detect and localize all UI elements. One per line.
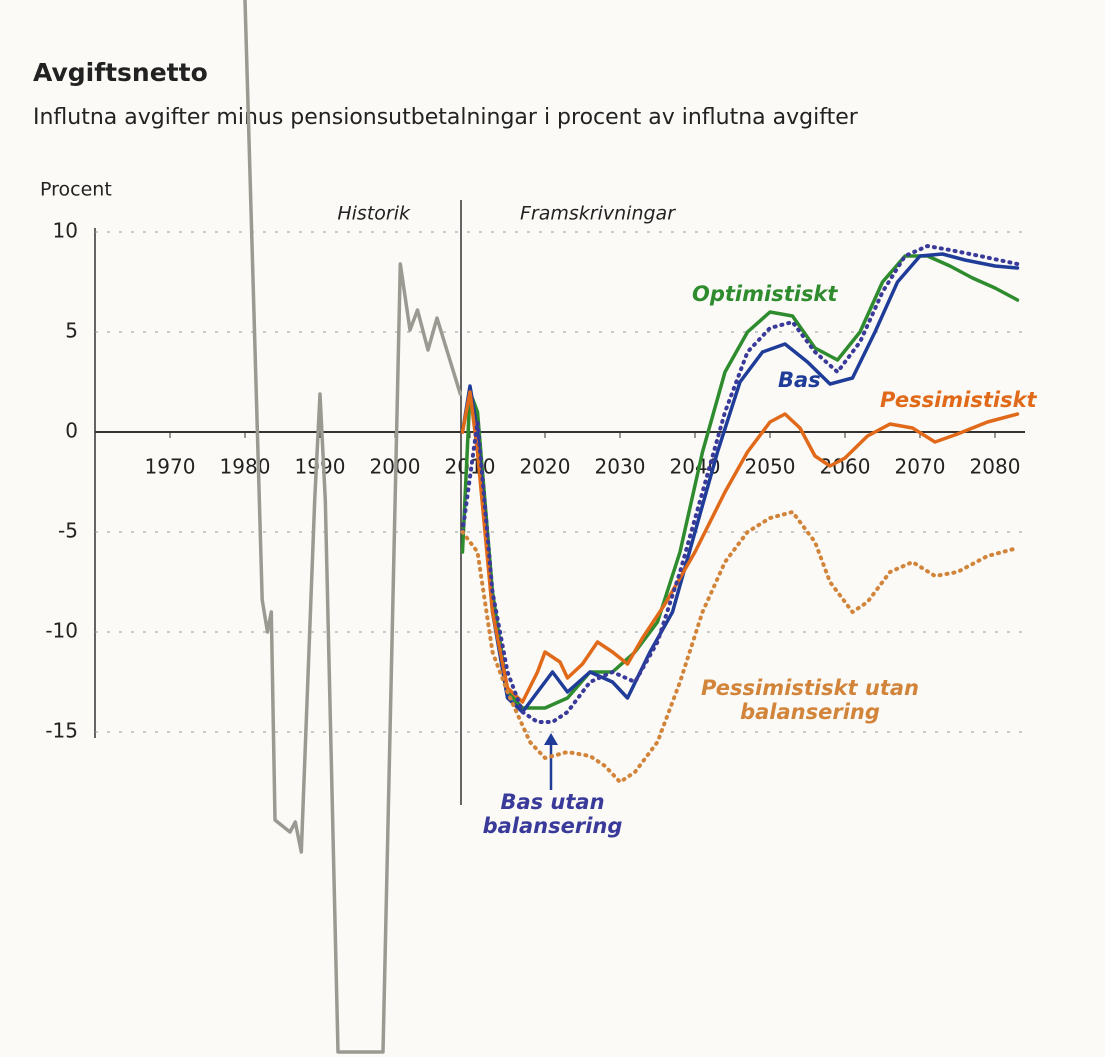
series-line <box>460 390 1020 704</box>
x-tick-label: 2080 <box>970 455 1021 479</box>
x-tick-label: 2070 <box>895 455 946 479</box>
annotation: Framskrivningar <box>520 203 676 225</box>
y-tick-label: -10 <box>45 619 78 643</box>
series-label: Optimistiskt <box>692 282 838 306</box>
series-line <box>460 252 1020 714</box>
series-line <box>460 510 1020 784</box>
x-tick-label: 1990 <box>295 455 346 479</box>
x-tick-label: 2030 <box>595 455 646 479</box>
annotation: Historik <box>337 203 411 225</box>
series-line <box>460 244 1020 724</box>
chart-title: Avgiftsnetto <box>33 58 208 87</box>
series-line <box>243 0 463 1054</box>
y-tick-label: -5 <box>58 519 78 543</box>
series-label: Bas <box>778 368 821 392</box>
y-tick-label: -15 <box>45 719 78 743</box>
chart-subtitle: Influtna avgifter minus pensionsutbetaln… <box>33 105 859 130</box>
x-tick-label: 1980 <box>220 455 271 479</box>
y-axis-label: Procent <box>40 179 112 201</box>
y-tick-label: 0 <box>65 419 78 443</box>
x-tick-label: 1970 <box>145 455 196 479</box>
series-label: Pessimistiskt utan balansering <box>700 676 919 724</box>
series-label: Pessimistiskt <box>880 388 1037 412</box>
arrow-head <box>544 733 558 745</box>
y-tick-label: 5 <box>65 319 78 343</box>
y-tick-label: 10 <box>53 219 78 243</box>
x-tick-label: 2050 <box>745 455 796 479</box>
series-line <box>460 254 1020 710</box>
series-label: Bas utan balansering <box>482 790 623 838</box>
x-tick-label: 2020 <box>520 455 571 479</box>
